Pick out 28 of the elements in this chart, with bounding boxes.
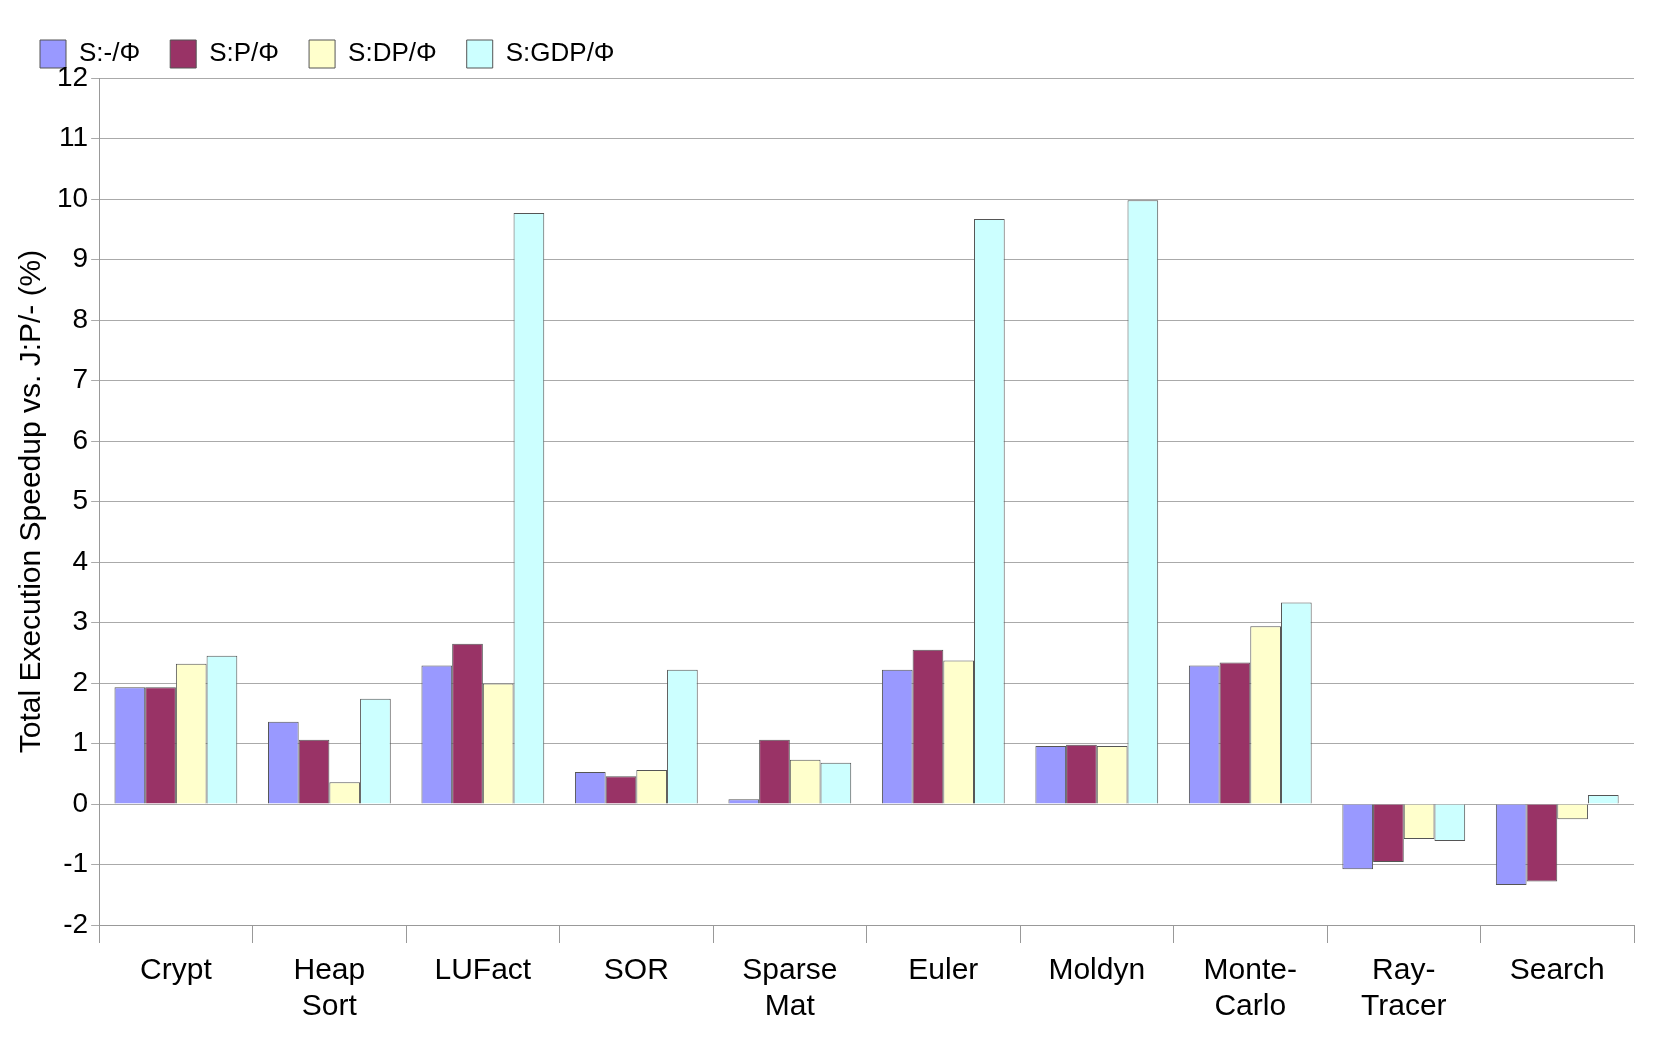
y-tick-label: 8 [72,302,89,334]
y-tick-label: 6 [72,423,89,455]
y-tick-label: 7 [72,363,89,395]
y-tick-label: 5 [72,484,89,516]
y-tick-label: 4 [72,544,89,576]
y-tick-label: -2 [63,907,89,939]
y-tick-label: 11 [59,121,89,153]
legend-label: S:P/Φ [209,37,280,68]
x-tick-label: Ray-Tracer [1360,952,1447,1022]
x-tick-label: Euler [908,952,979,986]
y-axis-title: Total Execution Speedup vs. J:P/- (%) [13,249,47,754]
y-tick-label: 0 [72,786,89,818]
x-tick-label: LUFact [434,952,532,986]
y-tick-label: 3 [72,605,89,637]
y-tick-label: 9 [72,242,89,274]
x-tick-label: Crypt [140,952,213,986]
x-tick-label: Sparse Mat [742,952,838,1022]
x-tick-label: Search [1509,952,1605,986]
y-tick-label: 2 [72,665,89,697]
legend-label: S:DP/Φ [348,37,437,68]
x-tick-label: Moldyn [1048,952,1146,986]
y-tick-label: -1 [63,847,89,879]
legend-label: S:GDP/Φ [505,37,615,68]
y-tick-label: 10 [56,181,89,213]
y-tick-label: 1 [72,726,89,758]
x-tick-label: Heap Sort [293,952,366,1022]
x-tick-label: SOR [603,952,669,986]
x-tick-label: Monte-Carlo [1203,952,1297,1022]
